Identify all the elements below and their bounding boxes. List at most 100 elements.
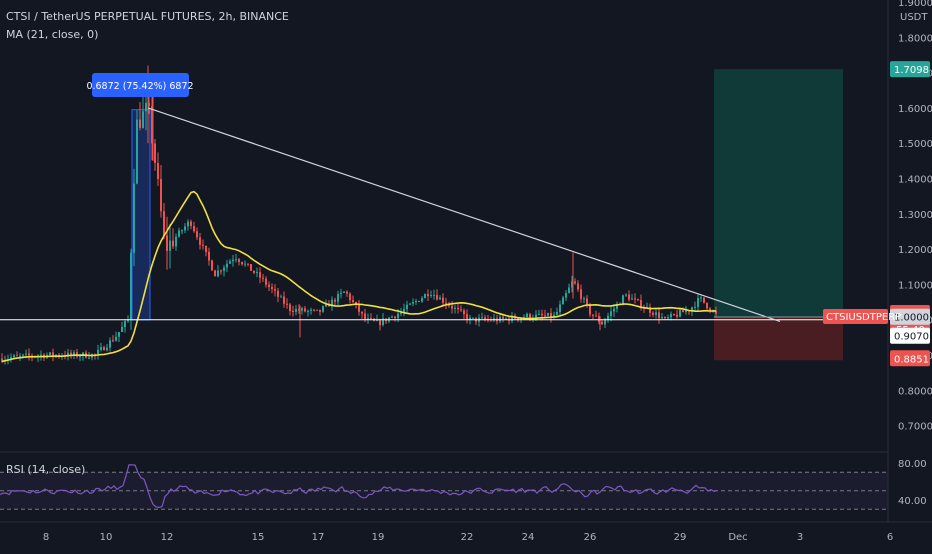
candle-body xyxy=(406,304,408,310)
candle-body xyxy=(307,310,309,312)
candle-body xyxy=(211,260,213,271)
rsi-tick-label: 80.00 xyxy=(898,459,927,470)
candle-body xyxy=(706,302,708,309)
price-tick-label: 1.6000 xyxy=(898,104,932,115)
candle-body xyxy=(625,294,627,296)
candle-body xyxy=(640,300,642,308)
symbol-tag-box xyxy=(823,309,888,325)
entry-price-tag: 0.9070 xyxy=(894,332,929,343)
candle-body xyxy=(244,263,246,265)
time-tick-label: 26 xyxy=(584,532,597,543)
candle-body xyxy=(190,221,192,226)
candle-body xyxy=(340,292,342,295)
candle-body xyxy=(580,289,582,299)
candle-body xyxy=(106,347,108,351)
candle-body xyxy=(376,320,378,322)
candle-body xyxy=(88,357,90,359)
candle-body xyxy=(10,357,12,359)
candle-body xyxy=(562,297,564,305)
candle-body xyxy=(577,283,579,290)
candle-body xyxy=(115,336,117,341)
candle-body xyxy=(358,304,360,312)
candle-body xyxy=(274,288,276,291)
candle-body xyxy=(235,259,237,261)
candle-body xyxy=(631,298,633,300)
candle-body xyxy=(13,355,15,358)
candle-body xyxy=(670,314,672,318)
candle-body xyxy=(25,353,27,355)
candle-body xyxy=(436,294,438,300)
candle-body xyxy=(538,313,540,315)
candle-body xyxy=(163,211,165,236)
candle-body xyxy=(412,302,414,304)
candle-body xyxy=(49,352,51,355)
candle-body xyxy=(73,352,75,355)
candle-body xyxy=(304,308,306,312)
candle-body xyxy=(322,306,324,312)
candle-body xyxy=(610,311,612,316)
entry-price-tag-box xyxy=(890,327,930,344)
candle-body xyxy=(472,317,474,319)
line-price-tag: 1.0000 xyxy=(894,313,929,324)
candle-body xyxy=(715,310,717,314)
price-tick-label: 1.5000 xyxy=(898,139,932,150)
ma-indicator-label: MA (21, close, 0) xyxy=(6,28,99,41)
candle-body xyxy=(16,355,18,357)
time-tick-label: Dec xyxy=(728,532,747,543)
candle-body xyxy=(544,315,546,317)
candle-body xyxy=(598,316,600,322)
candle-body xyxy=(682,310,684,313)
candle-body xyxy=(1,358,3,362)
candle-body xyxy=(226,263,228,268)
candle-body xyxy=(523,316,525,318)
rsi-indicator-label: RSI (14, close) xyxy=(6,463,86,476)
target-zone xyxy=(714,69,843,318)
candle-body xyxy=(667,317,669,319)
candle-body xyxy=(172,240,174,247)
candle-body xyxy=(451,306,453,309)
candle-body xyxy=(232,259,234,262)
candle-body xyxy=(397,313,399,318)
candle-body xyxy=(571,281,573,288)
candle-body xyxy=(664,317,666,319)
candle-body xyxy=(109,340,111,348)
candle-body xyxy=(655,312,657,315)
candle-body xyxy=(112,340,114,342)
candle-body xyxy=(253,270,255,273)
candle-body xyxy=(448,304,450,307)
candle-body xyxy=(286,303,288,305)
candle-body xyxy=(634,298,636,300)
stop-price-tag: 0.8851 xyxy=(894,354,929,365)
candle-body xyxy=(181,230,183,232)
candle-body xyxy=(256,272,258,274)
candle-body xyxy=(142,111,144,128)
candle-body xyxy=(19,355,21,357)
candle-body xyxy=(295,309,297,313)
candle-body xyxy=(331,299,333,307)
time-tick-label: 24 xyxy=(522,532,535,543)
candle-body xyxy=(31,355,33,357)
candle-body xyxy=(280,296,282,298)
time-tick-label: 12 xyxy=(161,532,174,543)
rsi-line xyxy=(0,464,718,509)
candle-body xyxy=(661,317,663,319)
candle-body xyxy=(415,301,417,303)
candle-body xyxy=(541,313,543,316)
price-tick-label: 1.4000 xyxy=(898,175,932,186)
candle-body xyxy=(526,314,528,317)
candle-body xyxy=(433,294,435,296)
candle-body xyxy=(349,293,351,301)
candle-body xyxy=(673,314,675,316)
candle-body xyxy=(439,297,441,300)
price-tick-label: 0.8000 xyxy=(898,386,932,397)
candle-body xyxy=(442,297,444,303)
candle-body xyxy=(535,314,537,319)
time-tick-label: 22 xyxy=(461,532,474,543)
candle-body xyxy=(652,312,654,315)
candle-body xyxy=(130,252,132,320)
candle-body xyxy=(199,237,201,245)
candle-body xyxy=(547,313,549,316)
candle-body xyxy=(145,102,147,112)
